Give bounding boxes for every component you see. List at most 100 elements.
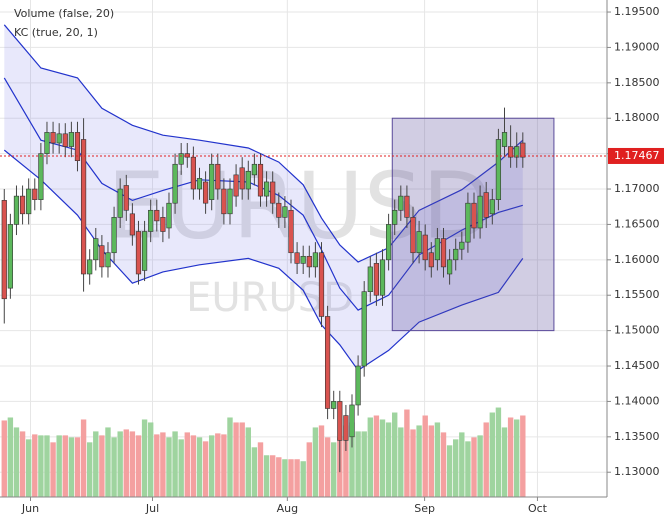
volume-bar bbox=[434, 422, 441, 497]
volume-bar bbox=[367, 417, 374, 497]
volume-bar bbox=[13, 427, 20, 497]
x-tick-label: Oct bbox=[528, 502, 548, 515]
candle-body bbox=[263, 181, 270, 197]
candle-body bbox=[489, 199, 495, 215]
candle-body bbox=[398, 195, 404, 211]
candle-body bbox=[154, 209, 160, 222]
candle-body bbox=[1, 200, 7, 300]
candle-body bbox=[471, 202, 477, 229]
candle-body bbox=[361, 291, 367, 367]
volume-bar bbox=[422, 415, 428, 497]
legend-volume: Volume (false, 20) bbox=[14, 7, 114, 20]
candle-body bbox=[300, 255, 306, 264]
candle-body bbox=[38, 153, 44, 200]
candle-body bbox=[343, 415, 349, 441]
volume-bar bbox=[44, 435, 50, 497]
candle-body bbox=[257, 163, 264, 197]
candle-body bbox=[123, 185, 129, 211]
volume-bar bbox=[50, 442, 56, 497]
candle-body bbox=[477, 195, 483, 229]
candle-body bbox=[87, 259, 93, 275]
volume-bar bbox=[489, 412, 496, 497]
volume-bar bbox=[190, 435, 197, 497]
volume-bar bbox=[129, 431, 136, 497]
volume-bar bbox=[221, 434, 227, 497]
candle-body bbox=[13, 195, 20, 225]
volume-bar bbox=[324, 437, 331, 497]
candle-body bbox=[428, 252, 434, 268]
volume-bar bbox=[520, 415, 526, 497]
volume-bar bbox=[507, 417, 514, 497]
candle-body bbox=[495, 139, 502, 200]
candle-body bbox=[379, 259, 386, 296]
candle-body bbox=[44, 132, 50, 154]
volume-bar bbox=[288, 459, 294, 497]
watermark-sub: EURUSD bbox=[186, 275, 354, 321]
volume-bar bbox=[477, 435, 483, 497]
candle-body bbox=[209, 163, 215, 200]
candle-body bbox=[282, 206, 288, 218]
volume-bar bbox=[446, 445, 453, 497]
volume-bar bbox=[343, 425, 349, 497]
volume-bar bbox=[74, 437, 81, 497]
volume-bar bbox=[263, 455, 270, 497]
volume-bar bbox=[483, 422, 489, 497]
candle-body bbox=[111, 217, 117, 254]
candle-body bbox=[233, 174, 239, 197]
candle-body bbox=[160, 217, 166, 232]
volume-bar bbox=[172, 431, 178, 497]
volume-bar bbox=[19, 431, 26, 497]
kc-upper bbox=[3, 24, 524, 263]
last-price-box bbox=[608, 147, 664, 164]
volume-bar bbox=[32, 434, 38, 497]
volume-bar bbox=[105, 427, 111, 497]
candle-body bbox=[416, 231, 422, 254]
candle-body bbox=[404, 195, 410, 218]
candle-body bbox=[276, 202, 282, 218]
candle-body bbox=[50, 132, 56, 144]
candle-body bbox=[434, 238, 441, 261]
plot-area bbox=[0, 24, 607, 497]
volume-bar bbox=[459, 432, 465, 497]
volume-bar bbox=[68, 437, 75, 497]
volume-bar bbox=[196, 437, 203, 497]
candle-body bbox=[422, 234, 428, 261]
volume-bar bbox=[202, 441, 209, 497]
volume-bar bbox=[471, 437, 477, 497]
volume-bar bbox=[56, 435, 62, 497]
volume-bar bbox=[404, 409, 410, 497]
candle-body bbox=[196, 178, 203, 190]
volume-bar bbox=[99, 435, 105, 497]
candle-body bbox=[355, 365, 361, 406]
volume-bar bbox=[276, 457, 282, 497]
volume-bar bbox=[93, 431, 99, 497]
candle-body bbox=[215, 163, 221, 190]
volume-bar bbox=[7, 417, 14, 497]
candle-body bbox=[410, 217, 416, 254]
y-tick-label: 1.13500 bbox=[614, 430, 660, 443]
candle-body bbox=[251, 163, 257, 176]
candle-body bbox=[331, 401, 337, 409]
candle-body bbox=[312, 252, 318, 268]
candle-body bbox=[93, 238, 99, 261]
volume-bar bbox=[306, 442, 312, 497]
y-tick-label: 1.19000 bbox=[614, 40, 660, 53]
candle-body bbox=[68, 132, 74, 147]
volume-bar bbox=[428, 425, 435, 497]
volume-bar bbox=[86, 442, 93, 497]
candle-body bbox=[508, 146, 514, 158]
y-tick-label: 1.14500 bbox=[614, 359, 660, 372]
y-tick-label: 1.15500 bbox=[614, 288, 660, 301]
candle-body bbox=[26, 188, 32, 215]
volume-bar bbox=[392, 412, 398, 497]
volume-bar bbox=[416, 425, 422, 497]
volume-bar bbox=[154, 434, 160, 497]
y-tick-label: 1.14000 bbox=[614, 394, 660, 407]
candle-body bbox=[105, 252, 111, 268]
volume-bar bbox=[440, 432, 447, 497]
volume-bar bbox=[361, 431, 367, 497]
volume-bar bbox=[312, 427, 319, 497]
volume-bar bbox=[1, 420, 7, 497]
candle-body bbox=[245, 171, 251, 190]
volume-bar bbox=[349, 422, 355, 497]
